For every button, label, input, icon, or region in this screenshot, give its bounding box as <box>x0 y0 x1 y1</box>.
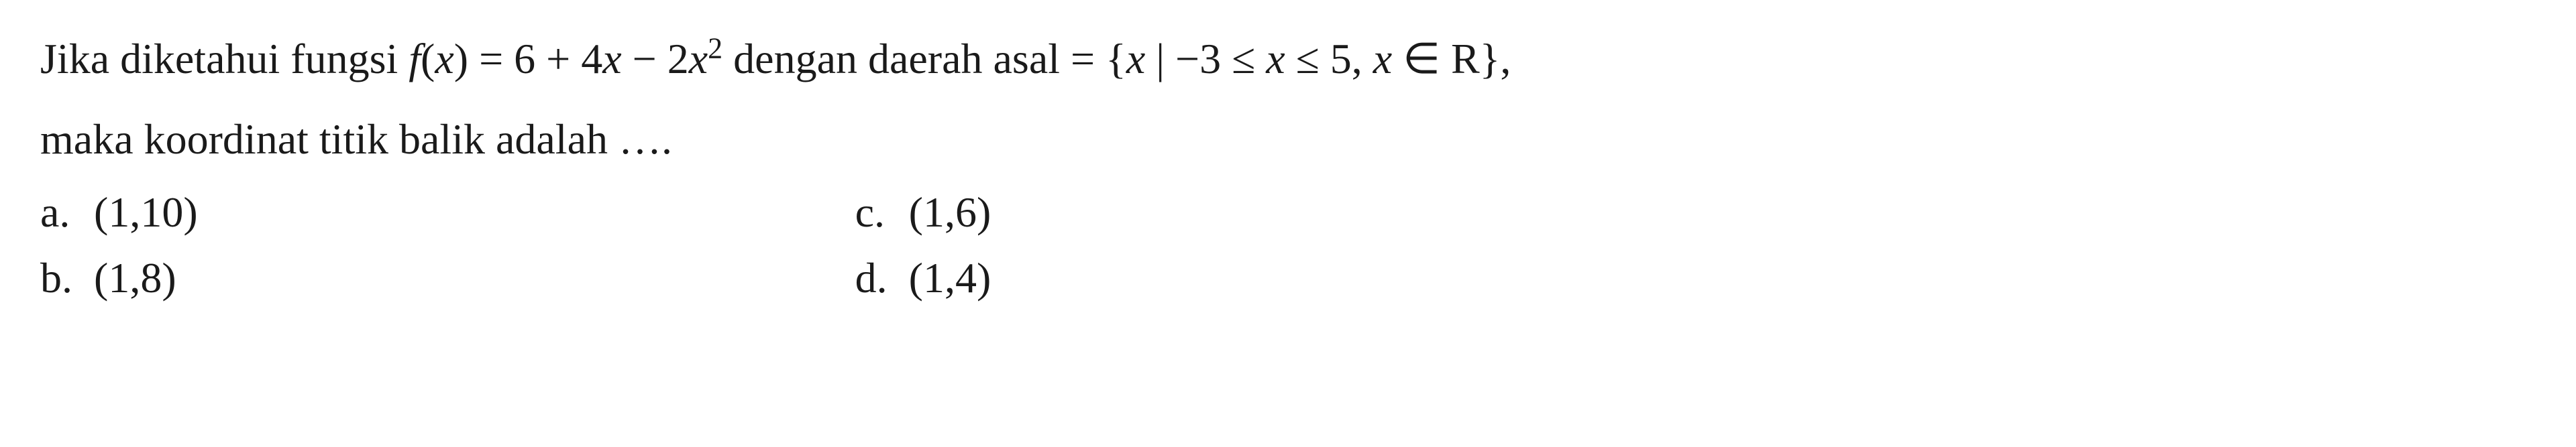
variable-x: x <box>1266 35 1285 82</box>
option-c: c. (1,6) <box>855 188 991 237</box>
options-column-right: c. (1,6) d. (1,4) <box>855 188 991 303</box>
variable-x: x <box>602 35 621 82</box>
option-label-b: b. <box>40 253 94 303</box>
question-prompt: maka koordinat titik balik adalah …. <box>40 115 672 163</box>
question-line-1: Jika diketahui fungsi f(x) = 6 + 4x − 2x… <box>40 27 2536 91</box>
set-condition: | −3 ≤ <box>1145 35 1266 82</box>
option-value-a: (1,10) <box>94 188 198 237</box>
equation-part: = 6 + 4 <box>468 35 602 82</box>
options-column-left: a. (1,10) b. (1,8) <box>40 188 198 303</box>
option-value-d: (1,4) <box>909 253 991 303</box>
option-label-a: a. <box>40 188 94 237</box>
exponent-2: 2 <box>708 32 722 65</box>
variable-x: x <box>689 35 708 82</box>
option-b: b. (1,8) <box>40 253 198 303</box>
question-text-part: dengan daerah asal = { <box>722 35 1126 82</box>
option-value-b: (1,8) <box>94 253 176 303</box>
close-paren: ) <box>454 35 468 82</box>
option-a: a. (1,10) <box>40 188 198 237</box>
option-d: d. (1,4) <box>855 253 991 303</box>
variable-x: x <box>1373 35 1392 82</box>
function-f: f <box>409 35 421 82</box>
open-paren: ( <box>421 35 435 82</box>
option-label-d: d. <box>855 253 909 303</box>
question-line-2: maka koordinat titik balik adalah …. <box>40 107 2536 172</box>
options-container: a. (1,10) b. (1,8) c. (1,6) d. (1,4) <box>40 188 2536 303</box>
variable-x: x <box>435 35 453 82</box>
question-text-part: Jika diketahui fungsi <box>40 35 409 82</box>
option-label-c: c. <box>855 188 909 237</box>
real-set: ∈ R}, <box>1392 35 1511 82</box>
variable-x: x <box>1126 35 1145 82</box>
option-value-c: (1,6) <box>909 188 991 237</box>
set-condition: ≤ 5, <box>1285 35 1373 82</box>
minus-part: − 2 <box>622 35 689 82</box>
